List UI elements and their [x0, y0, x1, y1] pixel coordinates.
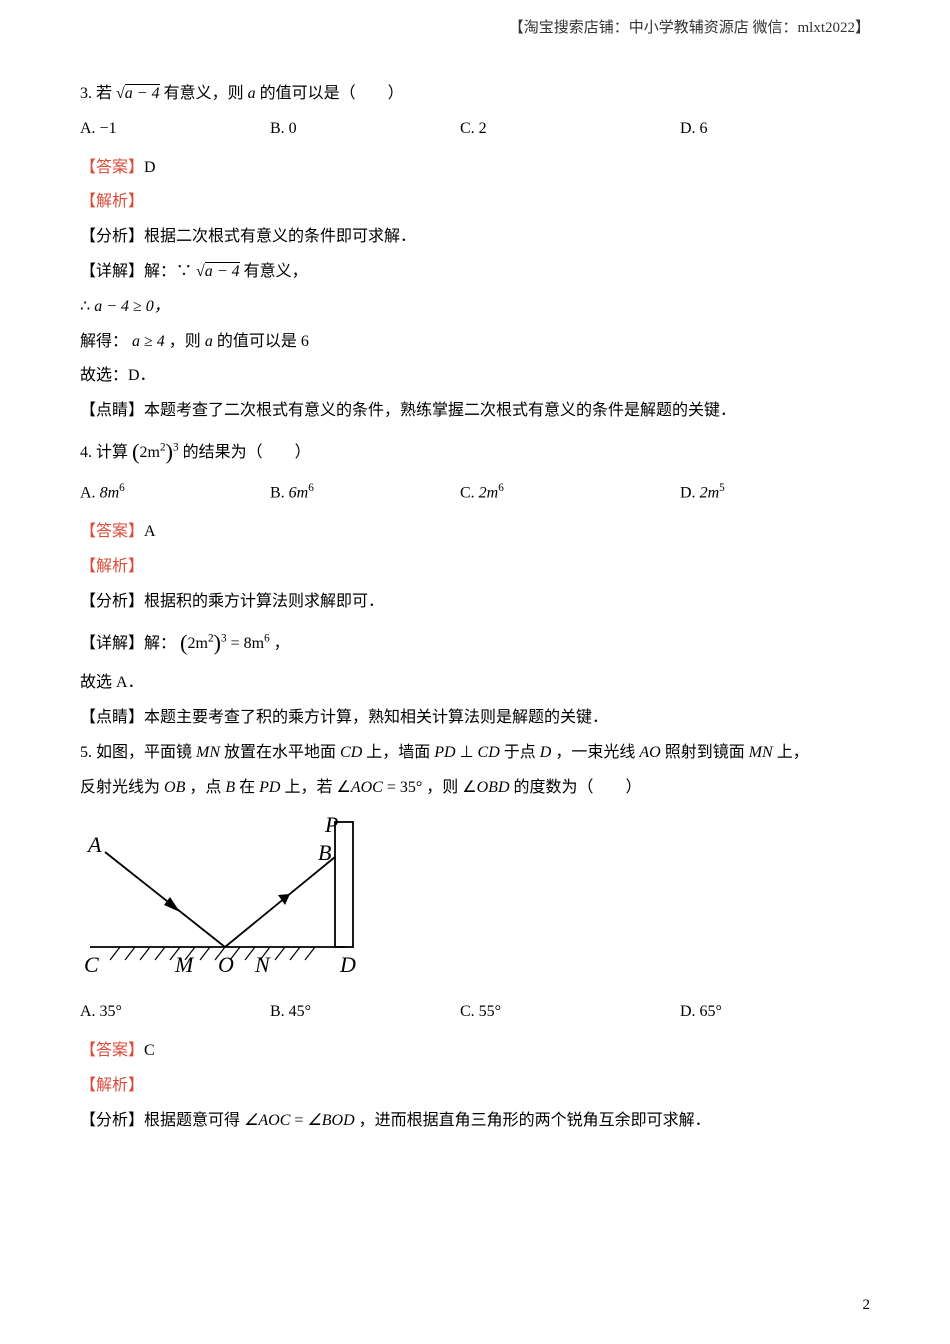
q4-choice-d: D. 2m5 [680, 478, 725, 508]
q4-number: 4. [80, 444, 92, 461]
q3-jie: 解得： a ≥ 4 ，则 a 的值可以是 6 [80, 328, 870, 357]
label-C: C [84, 952, 99, 977]
q3-fenxi: 【分析】根据二次根式有意义的条件即可求解． [80, 223, 870, 252]
sqrt-expr: √a − 4 [116, 80, 160, 109]
q5-fenxi: 【分析】根据题意可得 ∠AOC = ∠BOD ，进而根据直角三角形的两个锐角互余… [80, 1107, 870, 1136]
q5-stem-line1: 5. 如图，平面镜 MN 放置在水平地面 CD 上，墙面 PD ⊥ CD 于点 … [80, 739, 870, 768]
q5-diagram: P A B C M O N D [80, 812, 870, 988]
q4-answer: 【答案】A [80, 518, 870, 547]
q4-guxuan: 故选 A． [80, 669, 870, 698]
q5-jiexi: 【解析】 [80, 1072, 870, 1101]
q4-choice-a: A. 8m6 [80, 478, 270, 508]
q5-choice-a: A. 35° [80, 998, 270, 1027]
answer-label: 【答案】 [80, 159, 144, 176]
q3-stem-prefix: 若 [96, 85, 112, 102]
label-D: D [339, 952, 356, 977]
q3-choice-a: A. −1 [80, 115, 270, 144]
label-A: A [86, 832, 102, 857]
watermark: 【淘宝搜索店铺：中小学教辅资源店 微信：mlxt2022】 [509, 15, 870, 42]
q3-choice-b: B. 0 [270, 115, 460, 144]
q3-stem-mid: 有意义，则 [164, 85, 244, 102]
q3-number: 3. [80, 85, 92, 102]
q3-stem: 3. 若 √a − 4 有意义，则 a 的值可以是（ ） [80, 80, 870, 109]
q3-choice-c: C. 2 [460, 115, 680, 144]
q4-choice-b: B. 6m6 [270, 478, 460, 508]
sqrt-expr-2: √a − 4 [196, 258, 240, 287]
answer-value: D [144, 159, 156, 176]
q3-jiexi: 【解析】 [80, 188, 870, 217]
page-number: 2 [863, 1292, 871, 1319]
q3-answer: 【答案】D [80, 154, 870, 183]
q3-xiangjie: 【详解】解：∵ √a − 4 有意义， [80, 258, 870, 287]
q3-var: a [248, 85, 256, 102]
q5-number: 5. [80, 744, 92, 761]
q3-therefore: ∴ a − 4 ≥ 0， [80, 293, 870, 322]
q4-xiangjie: 【详解】解： (2m2)3 = 8m6 ， [80, 623, 870, 663]
q4-fenxi: 【分析】根据积的乘方计算法则求解即可． [80, 588, 870, 617]
q5-answer: 【答案】C [80, 1037, 870, 1066]
label-P: P [324, 812, 338, 837]
q4-choice-c: C. 2m6 [460, 478, 680, 508]
label-O: O [218, 952, 234, 977]
q4-dianjing: 【点睛】本题主要考查了积的乘方计算，熟知相关计算法则是解题的关键． [80, 704, 870, 733]
q5-choice-d: D. 65° [680, 998, 722, 1027]
q4-choices: A. 8m6 B. 6m6 C. 2m6 D. 2m5 [80, 478, 870, 508]
label-M: M [174, 952, 195, 977]
q5-stem-line2: 反射光线为 OB ，点 B 在 PD 上，若 ∠AOC = 35° ，则 ∠OB… [80, 774, 870, 803]
q5-choices: A. 35° B. 45° C. 55° D. 65° [80, 998, 870, 1027]
q5-choice-c: C. 55° [460, 998, 680, 1027]
page-content: 3. 若 √a − 4 有意义，则 a 的值可以是（ ） A. −1 B. 0 … [80, 80, 870, 1135]
q4-expr: (2m2)3 [132, 444, 183, 461]
q5-choice-b: B. 45° [270, 998, 460, 1027]
label-N: N [254, 952, 271, 977]
q3-choices: A. −1 B. 0 C. 2 D. 6 [80, 115, 870, 144]
q3-guxuan: 故选：D． [80, 362, 870, 391]
q3-stem-suffix: 的值可以是（ ） [260, 85, 404, 102]
label-B: B [318, 840, 331, 865]
q4-stem: 4. 计算 (2m2)3 的结果为（ ） [80, 432, 870, 472]
q3-dianjing: 【点睛】本题考查了二次根式有意义的条件，熟练掌握二次根式有意义的条件是解题的关键… [80, 397, 870, 426]
q4-jiexi: 【解析】 [80, 553, 870, 582]
q3-choice-d: D. 6 [680, 115, 708, 144]
